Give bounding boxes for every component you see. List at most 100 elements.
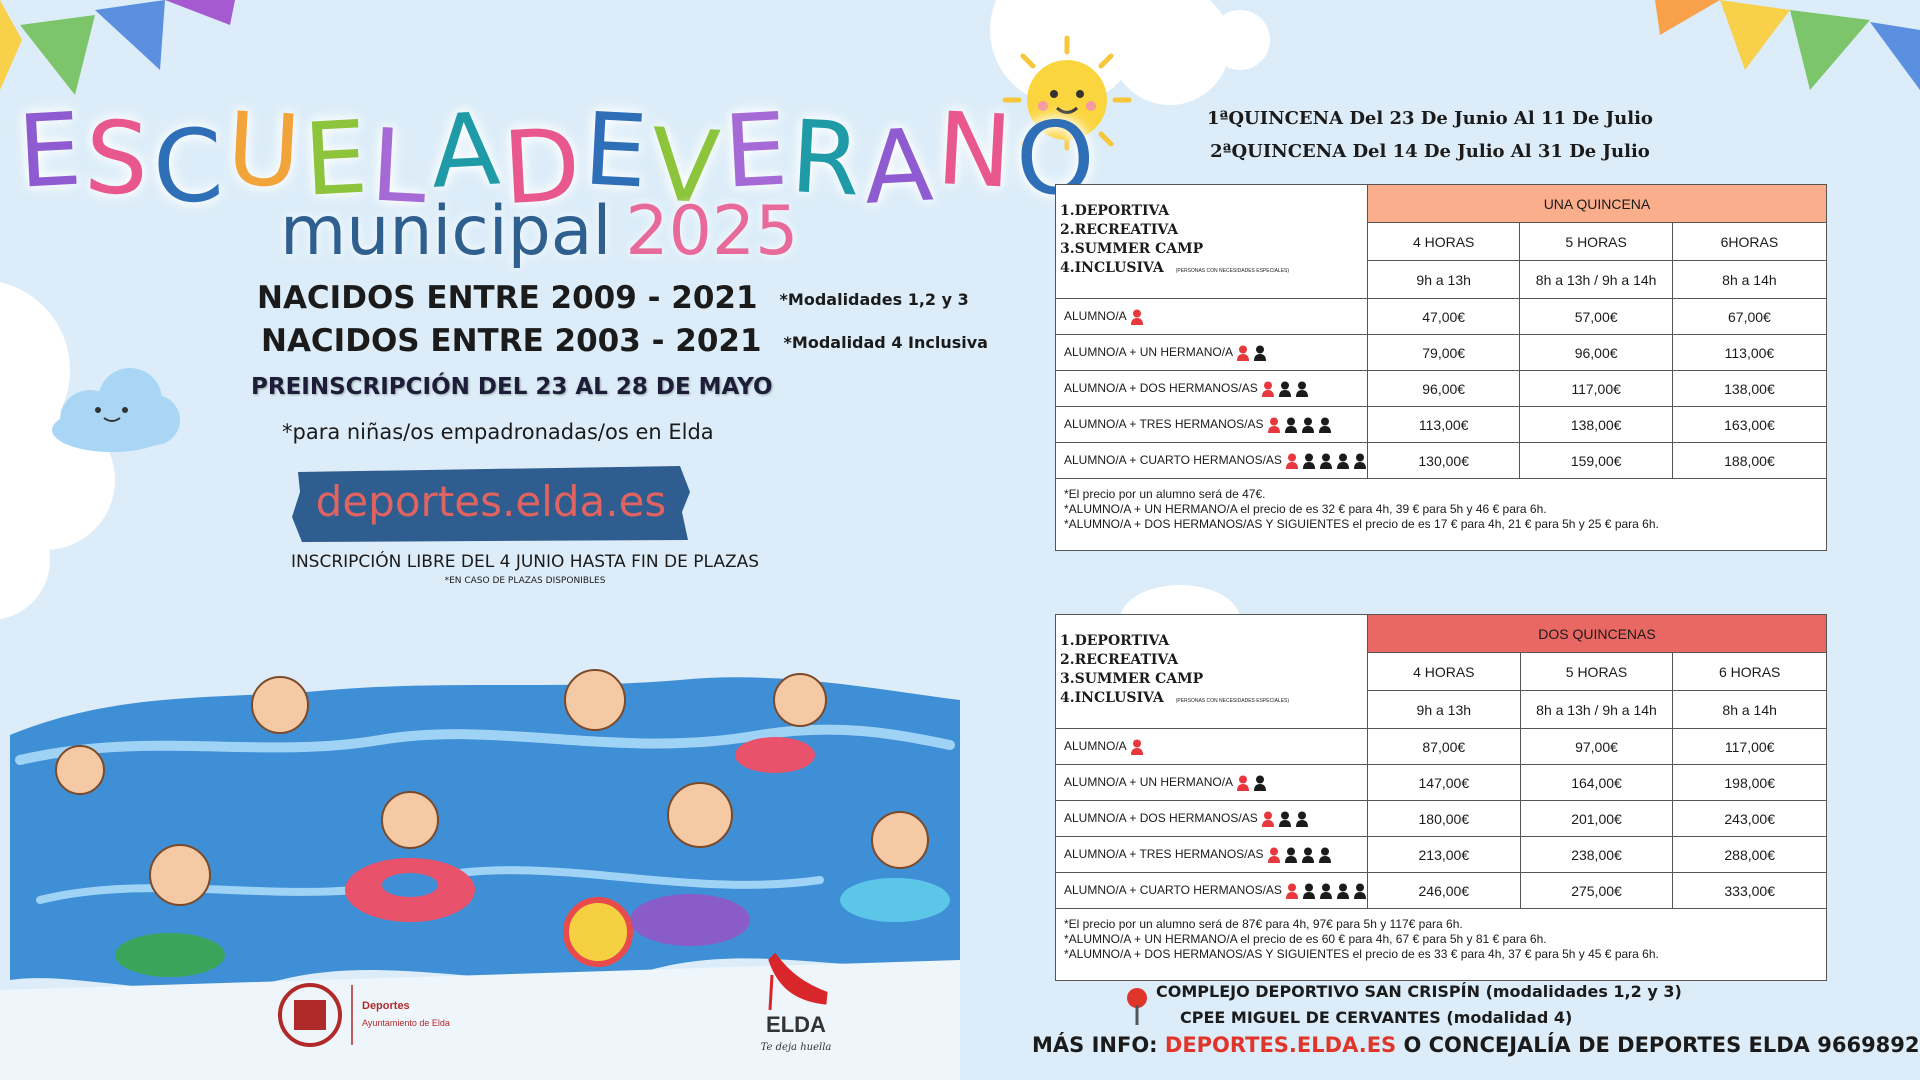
price: 159,00€ xyxy=(1519,442,1673,479)
price: 113,00€ xyxy=(1671,334,1828,371)
modality-note: (PERSONAS CON NECESIDADES ESPECIALES) xyxy=(1175,268,1290,274)
note: *ALUMNO/A + UN HERMANO/A el precio de es… xyxy=(1064,932,1547,946)
note: *ALUMNO/A + DOS HERMANOS/AS Y SIGUIENTES… xyxy=(1064,947,1659,961)
person-icon xyxy=(1284,417,1297,433)
person-icon xyxy=(1285,453,1298,469)
header-row: 1.DEPORTIVA 2.RECREATIVA 3.SUMMER CAMP 4.IN… xyxy=(1055,614,1828,729)
more-info: MÁS INFO: DEPORTES.ELDA.ES O CONCEJALÍA … xyxy=(1032,1033,1920,1057)
person-icon xyxy=(1261,381,1274,397)
modality-name: 2.RECREATIVA xyxy=(1060,222,1179,238)
person-icon xyxy=(1254,775,1267,791)
birth-note: *Modalidad 4 Inclusiva xyxy=(783,333,988,352)
water-illustration xyxy=(0,669,960,1080)
department-name: Deportes xyxy=(362,1000,410,1012)
row-label-text: ALUMNO/A xyxy=(1064,738,1127,753)
modality: 3.SUMMER CAMP xyxy=(1060,240,1363,259)
shoe-icon xyxy=(768,952,828,1011)
birth-text: NACIDOS ENTRE 2003 - 2021 xyxy=(261,323,762,359)
person-icon xyxy=(1353,883,1366,899)
notes: *El precio por un alumno será de 87€ par… xyxy=(1055,908,1827,981)
price-row: ALUMNO/A + TRES HERMANOS/AS 213,00€ 238,00… xyxy=(1055,836,1827,873)
person-icon xyxy=(1285,883,1298,899)
row-label-text: ALUMNO/A + TRES HERMANOS/AS xyxy=(1064,416,1264,431)
price: 117,00€ xyxy=(1672,728,1827,765)
person-icon xyxy=(1267,417,1280,433)
modality-name: 1.DEPORTIVA xyxy=(1060,203,1170,219)
person-icon xyxy=(1336,883,1349,899)
modality: 4.INCLUSIVA (PERSONAS CON NECESIDADES ESP… xyxy=(1060,689,1363,711)
modalities: 1.DEPORTIVA 2.RECREATIVA 3.SUMMER CAMP 4.IN… xyxy=(1055,614,1368,729)
info-prefix: MÁS INFO: xyxy=(1032,1033,1158,1057)
title-letter: C xyxy=(149,106,230,227)
modality: 3.SUMMER CAMP xyxy=(1060,670,1363,689)
row-label: ALUMNO/A xyxy=(1055,298,1368,335)
notes: *El precio por un alumno será de 47€. *AL… xyxy=(1055,478,1827,551)
price-row: ALUMNO/A + DOS HERMANOS/AS 180,00€ 201,00€… xyxy=(1055,800,1827,837)
modality: 1.DEPORTIVA xyxy=(1060,202,1363,221)
year: 2025 xyxy=(625,192,799,271)
modality-name: 1.DEPORTIVA xyxy=(1060,633,1170,649)
hours: 4 HORAS xyxy=(1366,222,1521,261)
hours: 6HORAS xyxy=(1671,222,1828,261)
price: 97,00€ xyxy=(1519,728,1674,765)
residency: *para niñas/os empadronadas/os en Elda xyxy=(282,420,714,444)
schedule: 8h a 13h / 9h a 14h xyxy=(1519,260,1673,299)
price: 201,00€ xyxy=(1519,800,1674,837)
row-label: ALUMNO/A + UN HERMANO/A xyxy=(1055,334,1368,371)
price: 288,00€ xyxy=(1672,836,1827,873)
row-label-text: ALUMNO/A + UN HERMANO/A xyxy=(1064,344,1234,359)
location: COMPLEJO DEPORTIVO SAN CRISPÍN (modalida… xyxy=(1156,982,1682,1001)
person-icon xyxy=(1284,847,1297,863)
price-row: ALUMNO/A 87,00€ 97,00€ 117,00€ xyxy=(1055,728,1827,765)
price: 117,00€ xyxy=(1519,370,1673,407)
person-icon xyxy=(1353,453,1366,469)
person-icon xyxy=(1278,811,1291,827)
note: *ALUMNO/A + UN HERMANO/A el precio de es… xyxy=(1064,502,1547,516)
row-label: ALUMNO/A + TRES HERMANOS/AS xyxy=(1055,836,1368,873)
price-row: ALUMNO/A + CUARTO HERMANOS/AS 246,00€ 275,… xyxy=(1055,872,1827,909)
schedule: 9h a 13h xyxy=(1366,690,1521,729)
hours: 5 HORAS xyxy=(1519,222,1673,261)
hours: 5 HORAS xyxy=(1519,652,1674,691)
note: *El precio por un alumno será de 47€. xyxy=(1064,487,1266,501)
price: 47,00€ xyxy=(1366,298,1521,335)
modalities: 1.DEPORTIVA 2.RECREATIVA 3.SUMMER CAMP 4.IN… xyxy=(1055,184,1368,299)
hours: 6 HORAS xyxy=(1672,652,1827,691)
row-label-text: ALUMNO/A + DOS HERMANOS/AS xyxy=(1064,810,1258,825)
birth-note: *Modalidades 1,2 y 3 xyxy=(779,290,969,309)
person-icon xyxy=(1302,883,1315,899)
notes-row: *El precio por un alumno será de 47€. *AL… xyxy=(1055,478,1827,551)
price: 87,00€ xyxy=(1366,728,1521,765)
price: 180,00€ xyxy=(1366,800,1521,837)
schedule-row: 9h a 13h 8h a 13h / 9h a 14h 8h a 14h xyxy=(1056,260,1828,299)
row-label: ALUMNO/A + CUARTO HERMANOS/AS xyxy=(1055,442,1368,479)
person-icon xyxy=(1254,345,1267,361)
price: 113,00€ xyxy=(1366,406,1521,443)
price: 138,00€ xyxy=(1519,406,1673,443)
row-label: ALUMNO/A + TRES HERMANOS/AS xyxy=(1055,406,1368,443)
person-icon xyxy=(1295,381,1308,397)
modality-name: 4.INCLUSIVA xyxy=(1060,260,1164,276)
price-row: ALUMNO/A + CUARTO HERMANOS/AS 130,00€ 159,… xyxy=(1055,442,1828,479)
price: 243,00€ xyxy=(1672,800,1827,837)
modality-name: 3.SUMMER CAMP xyxy=(1060,241,1204,257)
cloud xyxy=(0,500,50,620)
row-label: ALUMNO/A + UN HERMANO/A xyxy=(1055,764,1368,801)
price: 130,00€ xyxy=(1366,442,1521,479)
person-icon xyxy=(1278,381,1291,397)
price-table: 1.DEPORTIVA 2.RECREATIVA 3.SUMMER CAMP 4.IN… xyxy=(1055,184,1828,551)
period: 1ªQUINCENA Del 23 De Junio Al 11 De Juli… xyxy=(1207,108,1653,129)
price: 188,00€ xyxy=(1671,442,1828,479)
person-icon xyxy=(1301,417,1314,433)
schedule: 8h a 13h / 9h a 14h xyxy=(1519,690,1674,729)
person-icon xyxy=(1302,453,1315,469)
person-icon xyxy=(1336,453,1349,469)
person-icon xyxy=(1301,847,1314,863)
modality-name: 4.INCLUSIVA xyxy=(1060,690,1164,706)
price: 96,00€ xyxy=(1366,370,1521,407)
person-icon xyxy=(1318,417,1331,433)
birth-range: NACIDOS ENTRE 2009 - 2021 *Modalidades 1,… xyxy=(257,280,969,316)
person-icon xyxy=(1130,309,1143,325)
modality-note: (PERSONAS CON NECESIDADES ESPECIALES) xyxy=(1175,698,1290,704)
